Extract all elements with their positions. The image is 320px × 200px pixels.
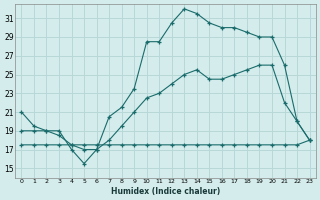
X-axis label: Humidex (Indice chaleur): Humidex (Indice chaleur): [111, 187, 220, 196]
